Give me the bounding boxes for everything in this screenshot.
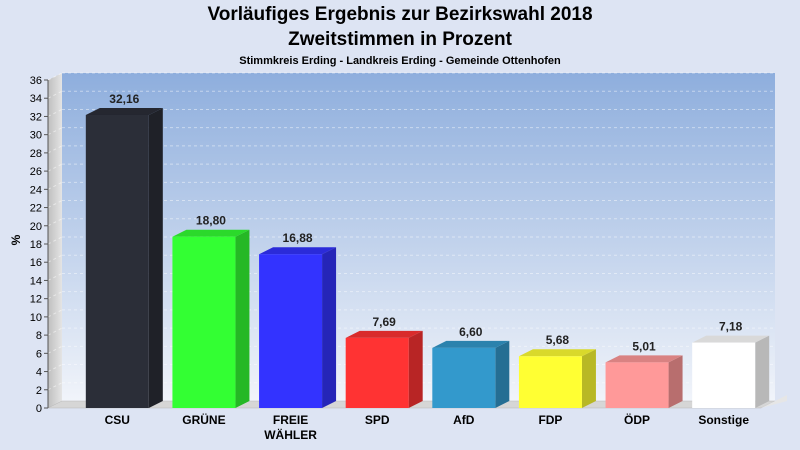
plot-floor-edge (761, 395, 787, 408)
gridline-wall (47, 218, 63, 227)
bar-value-label: 5,01 (632, 339, 656, 353)
bar-top (345, 330, 423, 338)
bar-top (432, 340, 510, 348)
gridline-wall (47, 236, 63, 245)
gridline-wall (47, 163, 63, 172)
y-tick-label: 6 (36, 348, 42, 360)
chart-subtitle: Zweitstimmen in Prozent (288, 29, 512, 50)
bar-front (345, 337, 409, 408)
bar-value-label: 5,68 (546, 333, 570, 347)
bar-value-label: 16,88 (283, 231, 313, 245)
x-tick-label: ÖDP (624, 412, 650, 427)
bar-side (495, 340, 510, 408)
bar-top (85, 107, 163, 115)
y-tick-label: 18 (30, 239, 42, 251)
y-tick-label: 26 (30, 166, 42, 178)
gridline-wall (47, 309, 63, 318)
bar-csu: 32,16 (85, 92, 163, 408)
y-tick-label: 2 (36, 385, 42, 397)
gridline-wall (47, 345, 63, 354)
bar-grüne: 18,80 (172, 214, 250, 408)
y-tick-label: 32 (30, 111, 42, 123)
bar-value-label: 6,60 (459, 325, 483, 339)
bar-freie-wähler: 16,88 (259, 231, 337, 408)
gridline-wall (47, 327, 63, 336)
bar-fdp: 5,68 (518, 333, 596, 408)
bar-top (259, 247, 337, 255)
y-tick-label: 34 (30, 93, 42, 105)
x-tick-label: CSU (105, 413, 130, 427)
bar-value-label: 18,80 (196, 214, 226, 228)
bar-top (692, 335, 770, 343)
gridline-wall (47, 272, 63, 281)
bar-top (605, 355, 683, 363)
bar-front (85, 114, 149, 408)
bar-side (148, 107, 163, 408)
bar-front (518, 356, 582, 408)
gridline-wall (47, 291, 63, 300)
bar-front (692, 342, 756, 408)
chart-title: Vorläufiges Ergebnis zur Bezirkswahl 201… (207, 4, 593, 25)
x-tick-label: AfD (453, 413, 475, 427)
y-tick-label: 30 (30, 130, 42, 142)
bar-front (432, 347, 496, 408)
bar-top (172, 229, 250, 237)
bar-front (259, 254, 323, 408)
x-tick-label: GRÜNE (182, 412, 225, 427)
y-axis-label: % (9, 234, 23, 245)
bar-sonstige: 7,18 (692, 320, 770, 408)
bar-side (235, 229, 250, 408)
bar-side (408, 330, 423, 408)
y-tick-label: 10 (30, 312, 42, 324)
bar-side (755, 335, 770, 408)
y-tick-label: 4 (36, 367, 42, 379)
x-tick-label: FREIE (273, 413, 308, 427)
bar-side (581, 349, 596, 408)
chart-caption: Stimmkreis Erding - Landkreis Erding - G… (239, 55, 561, 67)
bar-side (322, 247, 337, 408)
bar-ödp: 5,01 (605, 339, 683, 408)
bar-spd: 7,69 (345, 315, 423, 408)
gridline-wall (47, 127, 63, 136)
bar-front (172, 236, 236, 408)
gridline-wall (47, 364, 63, 373)
y-tick-label: 0 (36, 403, 42, 415)
y-tick-label: 16 (30, 257, 42, 269)
y-tick-label: 22 (30, 203, 42, 215)
bars: 32,16 18,80 16,88 7,69 6,60 5,68 5,01 7,18 (85, 92, 770, 408)
gridline-wall (47, 108, 63, 117)
y-tick-label: 28 (30, 148, 42, 160)
bar-top (518, 349, 596, 357)
gridline-wall (47, 181, 63, 190)
x-tick-label: WÄHLER (264, 427, 317, 442)
y-tick-label: 20 (30, 221, 42, 233)
bar-value-label: 7,69 (373, 315, 397, 329)
y-tick-label: 14 (30, 275, 42, 287)
bar-front (605, 362, 669, 408)
gridline-wall (47, 200, 63, 209)
bar-afd: 6,60 (432, 325, 510, 408)
x-tick-label: SPD (365, 413, 390, 427)
y-tick-label: 8 (36, 330, 42, 342)
gridline-wall (47, 90, 63, 99)
y-tick-label: 24 (30, 184, 42, 196)
x-tick-label: FDP (538, 413, 562, 427)
bar-value-label: 7,18 (719, 320, 743, 334)
gridline-wall (47, 72, 63, 81)
y-tick-label: 12 (30, 294, 42, 306)
y-tick-label: 36 (30, 75, 42, 87)
x-tick-label: Sonstige (698, 413, 749, 427)
bar-side (668, 355, 683, 408)
gridline-wall (47, 145, 63, 154)
bar-value-label: 32,16 (109, 92, 139, 106)
gridline-wall (47, 382, 63, 391)
gridline-wall (47, 254, 63, 263)
